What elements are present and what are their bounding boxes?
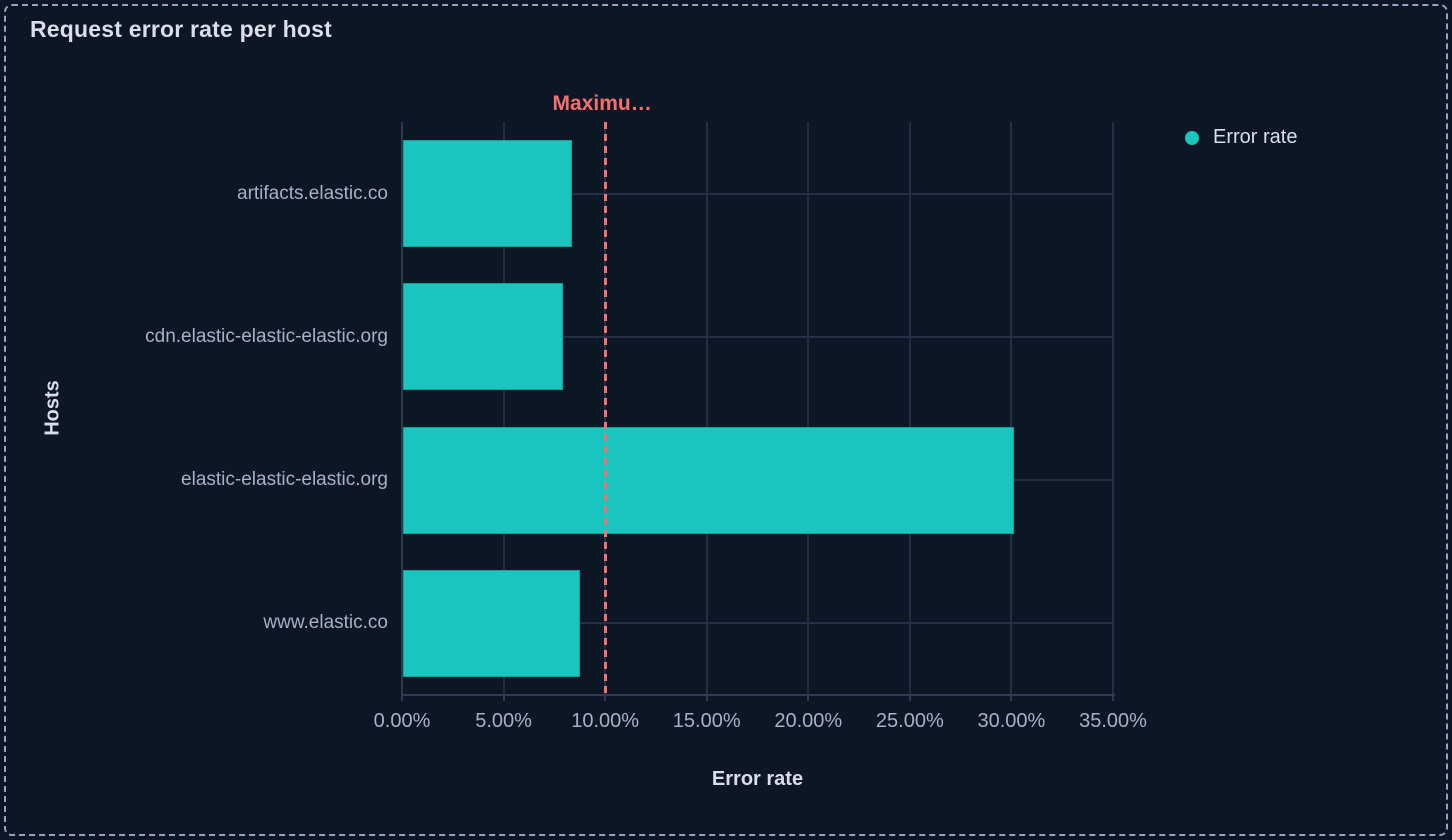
y-category-label: artifacts.elastic.co: [237, 182, 388, 204]
x-tick-mark: [502, 696, 505, 701]
dashboard-panel: [4, 4, 1448, 836]
legend: Error rate: [1185, 126, 1297, 149]
vertical-gridline: [1112, 122, 1114, 695]
x-tick-mark: [908, 696, 911, 701]
vertical-gridline: [705, 122, 708, 695]
y-axis-line: [401, 122, 403, 695]
y-category-label: www.elastic.co: [263, 612, 388, 634]
x-tick-mark: [705, 696, 708, 701]
y-category-label: elastic-elastic-elastic.org: [181, 469, 388, 491]
reference-line-label: Maximu…: [552, 92, 652, 115]
vertical-gridline: [807, 122, 810, 695]
x-tick-label: 35.00%: [1079, 710, 1147, 732]
legend-swatch-icon: [1185, 130, 1199, 145]
y-axis-title: Hosts: [41, 380, 64, 436]
x-tick-label: 0.00%: [373, 710, 431, 732]
bar-artifacts.elastic.co[interactable]: [403, 140, 572, 248]
x-tick-label: 20.00%: [774, 710, 843, 732]
bar-elastic-elastic-elastic.org[interactable]: [403, 426, 1015, 534]
panel-title: Request error rate per host: [30, 16, 332, 42]
x-tick-label: 15.00%: [672, 710, 741, 732]
x-axis-line: [401, 694, 1115, 696]
x-tick-mark: [604, 696, 607, 701]
legend-label: Error rate: [1213, 126, 1298, 148]
x-tick-mark: [1112, 696, 1114, 701]
vertical-gridline: [908, 122, 911, 695]
y-category-label: cdn.elastic-elastic-elastic.org: [145, 325, 388, 347]
horizontal-gridline: [402, 335, 1113, 338]
bar-www.elastic.co[interactable]: [403, 569, 580, 677]
legend-item[interactable]: Error rate: [1185, 126, 1297, 149]
x-tick-mark: [1010, 696, 1013, 701]
reference-line: [603, 122, 607, 695]
x-tick-label: 30.00%: [977, 710, 1046, 732]
bar-cdn.elastic-elastic-elastic.org[interactable]: [403, 283, 564, 391]
x-tick-label: 5.00%: [475, 710, 532, 732]
x-tick-label: 25.00%: [875, 710, 944, 732]
horizontal-gridline: [402, 622, 1113, 625]
horizontal-gridline: [402, 192, 1113, 195]
vertical-gridline: [1010, 122, 1013, 695]
x-axis-title: Error rate: [711, 768, 804, 790]
x-tick-label: 10.00%: [571, 710, 640, 732]
vertical-gridline: [502, 122, 505, 695]
x-tick-mark: [807, 696, 810, 701]
x-tick-mark: [401, 696, 403, 701]
